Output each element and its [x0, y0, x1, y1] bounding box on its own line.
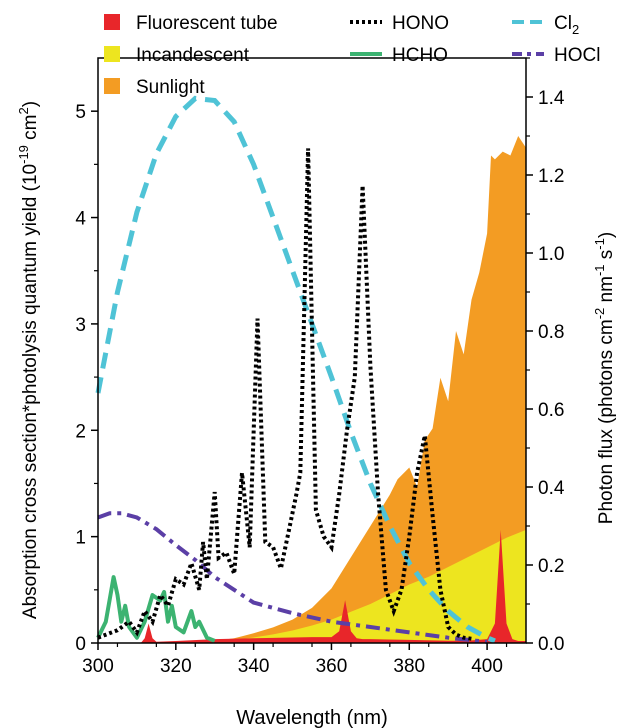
legend-item-hono: HONO: [350, 13, 449, 34]
line-layer: [95, 95, 496, 644]
y-left-tick-label: 2: [75, 421, 86, 442]
x-tick-label: 380: [393, 656, 425, 677]
y-left-label-exp: -19: [16, 145, 31, 164]
y-left-tick-label: 3: [75, 315, 86, 336]
legend-swatch: [104, 14, 120, 30]
x-tick-label: 340: [238, 656, 270, 677]
legend-swatch: [104, 78, 120, 94]
cl2-line: [95, 95, 496, 644]
y-right-tick-label: 0.8: [538, 322, 564, 343]
legend-item-fluorescent-tube: Fluorescent tube: [104, 13, 278, 34]
legend-swatch: [104, 46, 120, 62]
y-right-axis-label: Photon flux (photons cm-2 nm-1 s-1): [592, 232, 617, 524]
legend-label: Sunlight: [136, 77, 205, 98]
legend-item-hcho: HCHO: [350, 45, 448, 66]
y-right-label-s: s: [596, 250, 617, 265]
y-left-label-close: ): [20, 101, 41, 107]
legend-label: Cl2: [554, 13, 579, 37]
y-right-label-close: ): [596, 232, 617, 238]
y-left-tick-label: 1: [75, 528, 86, 549]
x-tick-label: 400: [471, 656, 503, 677]
y-left-label-unit-exp: 2: [16, 107, 31, 114]
legend-item-sunlight: Sunlight: [104, 77, 205, 98]
y-right-label-exp3: -1: [592, 238, 607, 250]
y-left-tick-label: 4: [75, 209, 86, 230]
y-right-tick-label: 1.4: [538, 88, 565, 109]
legend-item-cl: Cl2: [512, 13, 579, 37]
y-left-tick-label: 5: [75, 102, 86, 123]
y-right-tick-label: 0.2: [538, 556, 564, 577]
x-tick-label: 300: [82, 656, 114, 677]
legend-label: HCHO: [392, 45, 448, 66]
legend-item-incandescent: Incandescent: [104, 45, 250, 66]
x-tick-label: 360: [316, 656, 348, 677]
hocl-line: [97, 511, 488, 644]
legend-item-hocl: HOCl: [512, 45, 600, 66]
y-right-tick-label: 1.2: [538, 166, 564, 187]
x-tick-label: 320: [160, 656, 192, 677]
hono-line: [97, 148, 472, 641]
incandescent-area: [98, 529, 526, 643]
legend-label: Fluorescent tube: [136, 13, 278, 34]
legend-label: HONO: [392, 13, 449, 34]
y-right-tick-label: 0.0: [538, 634, 564, 655]
y-left-label-main: Absorption cross section*photolysis quan…: [20, 164, 41, 619]
y-right-label-exp1: -2: [592, 308, 607, 320]
sunlight-area: [98, 136, 526, 643]
y-right-tick-label: 0.4: [538, 478, 565, 499]
y-right-tick-label: 0.6: [538, 400, 564, 421]
y-left-axis-label: Absorption cross section*photolysis quan…: [16, 101, 41, 619]
x-axis-label: Wavelength (nm): [236, 707, 388, 728]
y-left-tick-label: 0: [75, 634, 86, 655]
y-right-label-exp2: -1: [592, 264, 607, 276]
legend: Fluorescent tube HONO Cl2 Incandescent HCHO H…: [104, 13, 600, 98]
legend-label: Incandescent: [136, 45, 250, 66]
hcho-line: [96, 575, 216, 643]
y-left-label-unit: cm: [20, 114, 41, 145]
y-right-tick-label: 1.0: [538, 244, 564, 265]
y-right-label-mid: nm: [596, 276, 617, 308]
y-right-label-main: Photon flux (photons cm: [596, 319, 617, 524]
area-layer: [98, 136, 526, 643]
legend-label: HOCl: [554, 45, 600, 66]
axes-layer: 300 320 340 360 380 400 0 1 2 3 4 5 0.0 0.2 0.4 0.6 0.8 1…: [75, 57, 565, 677]
legend-label-subscript: 2: [572, 22, 579, 37]
